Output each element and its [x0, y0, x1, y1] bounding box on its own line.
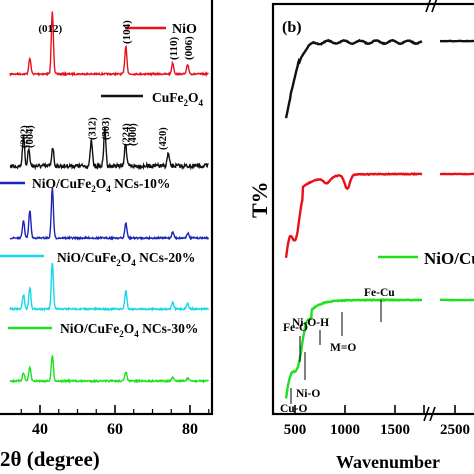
- panel-a-curves: [9, 11, 210, 384]
- ftir-series-cufe2o4: [284, 38, 423, 119]
- ftir-series-nio-cu: [284, 297, 422, 399]
- annot-fe-o: Fe-O: [283, 322, 308, 334]
- hkl-label-nio: (006): [183, 36, 195, 60]
- legend-a-cufe2o4: CuFe2O4: [101, 90, 204, 108]
- xrd-series-1: [9, 127, 209, 171]
- xrd-series-3: [9, 262, 210, 312]
- panel-b-label: (b): [282, 19, 302, 36]
- legend-b-nio-cu: NiO/Cu: [378, 249, 474, 268]
- panel-b-y-axis-label: T%: [247, 181, 272, 218]
- hkl-label-cufe2o4: (420): [158, 127, 169, 150]
- hkl-label-cufe2o4: (004): [25, 125, 36, 148]
- xrd-series-4: [9, 354, 210, 384]
- legend-label-nc10: NiO/CuFe2O4 NCs-10%: [32, 176, 170, 194]
- panel-b-frame: [271, 2, 474, 416]
- ftir-series-cufe2o4-after-break: [439, 39, 474, 43]
- hkl-label-cufe2o4: (312): [87, 117, 98, 140]
- legend-label-nc20: NiO/CuFe2O4 NCs-20%: [57, 250, 195, 268]
- legend-a-nio: NiO: [125, 22, 197, 37]
- axis-break-bottom: [423, 406, 436, 422]
- x-tick-label-a: 40: [32, 421, 48, 438]
- x-tick-label-b: 500: [284, 422, 307, 438]
- x-tick-label-b: 2500: [440, 422, 470, 438]
- annot-fe-cu: Fe-Cu: [364, 287, 395, 299]
- legend-a-nc10: NiO/CuFe2O4 NCs-10%: [0, 176, 170, 194]
- annot-ni-o-h: Ni-O-H: [292, 317, 329, 329]
- hkl-label-cufe2o4: (202): [20, 125, 31, 148]
- x-tick-label-a: 60: [107, 421, 123, 438]
- hkl-label-cufe2o4: (224): [122, 123, 133, 146]
- panel-b-x-axis: 500 1000 1500 2500: [284, 405, 470, 438]
- legend-a-nc20: NiO/CuFe2O4 NCs-20%: [0, 250, 195, 268]
- panel-a: 40 60 80 2θ (degree) NiO CuFe2O4 NiO/CuFe2…: [0, 0, 214, 471]
- panel-a-x-axis-label: 2θ (degree): [0, 447, 100, 471]
- hkl-label-cufe2o4: (303): [101, 117, 112, 140]
- x-tick-label-b: 1500: [380, 422, 410, 438]
- legend-label-nio-cu: NiO/Cu: [424, 249, 474, 268]
- panel-a-frame: [0, 0, 214, 416]
- x-tick-label-a: 80: [182, 421, 198, 438]
- axis-break-top: [425, 0, 438, 13]
- panel-b-x-axis-label: Wavenumber: [336, 452, 440, 472]
- hkl-label-cufe2o4: (400): [128, 123, 139, 146]
- annot-ni-o: Ni-O: [296, 388, 320, 400]
- annotations-b: Ni-O-H Fe-Cu Fe-O M=O Ni-O Cu-O: [280, 287, 395, 415]
- legend-label-nc30: NiO/CuFe2O4 NCs-30%: [60, 321, 198, 339]
- panel-a-x-axis: 40 60 80: [20, 405, 210, 438]
- xrd-series-0: [9, 11, 209, 78]
- xrd-series-2: [9, 187, 210, 241]
- hkl-labels-nio: (012) (104) (110) (006): [38, 20, 194, 60]
- panel-b: (b) T% 500 1000 1500 2500 Wavenumber NiO/Cu…: [247, 0, 474, 472]
- annot-cu-o: Cu-O: [280, 403, 308, 415]
- legend-label-nio: NiO: [172, 22, 197, 37]
- hkl-label-nio: (012): [38, 23, 62, 35]
- legend-a-nc30: NiO/CuFe2O4 NCs-30%: [8, 321, 198, 339]
- ftir-series-nio: [284, 171, 423, 258]
- hkl-label-nio: (110): [168, 36, 180, 60]
- hkl-labels-cufe2o4: (202)(004) (312) (303) (224)(400) (420): [20, 117, 169, 150]
- panel-b-curves: [284, 38, 474, 399]
- hkl-label-nio: (104): [121, 20, 133, 44]
- x-tick-label-b: 1000: [330, 422, 360, 438]
- legend-label-cufe2o4: CuFe2O4: [152, 90, 204, 108]
- annot-m-o: M=O: [330, 342, 356, 354]
